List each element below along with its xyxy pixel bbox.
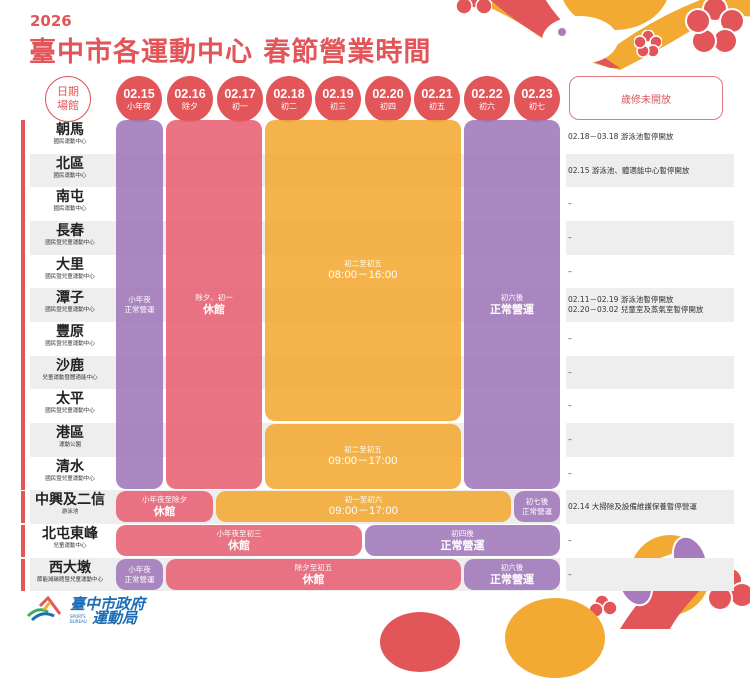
- venue-taiping: 太平 國民暨兒童運動中心: [45, 391, 95, 414]
- venue-gangqu: 港區 運動公園: [56, 425, 84, 448]
- note-zhongxing: 02.14 大掃除及設備維護保養暫停營運: [568, 502, 697, 511]
- note-taiping: –: [568, 401, 572, 410]
- block-closed: 除夕、初一 休館: [166, 120, 262, 489]
- venue-nantun: 南屯 國民運動中心: [53, 189, 87, 212]
- date-header-0223: 02.23 初七: [514, 76, 560, 122]
- logo-text-line2: 運動局: [92, 609, 138, 627]
- note-bg: [566, 524, 734, 558]
- decor-red-half-circle: [380, 612, 460, 672]
- date-header-0216: 02.16 除夕: [167, 76, 213, 122]
- block-xidadun-after: 初六後 正常營運: [464, 559, 560, 590]
- decor-flower-left-icon: [455, 0, 493, 22]
- venue-xidadun: 西大墩 節能減碳館暨兒童運動中心: [36, 560, 103, 583]
- date-header-0222: 02.22 初六: [464, 76, 510, 122]
- block-xidadun-closed: 除夕至初五 休館: [166, 559, 461, 590]
- note-bg: [566, 558, 734, 591]
- note-bg: [566, 322, 734, 356]
- date-header-0218: 02.18 初二: [266, 76, 312, 122]
- date-header-0221: 02.21 初五: [414, 76, 460, 122]
- note-qingshui: –: [568, 468, 572, 478]
- note-bg: [566, 356, 734, 389]
- venue-qingshui: 清水 國民暨兒童運動中心: [45, 459, 95, 482]
- venue-shalu: 沙鹿 兒童運動暨體適能中心: [42, 358, 98, 381]
- note-dali: –: [568, 266, 572, 276]
- note-bg: [566, 288, 734, 322]
- note-shalu: –: [568, 367, 572, 377]
- block-beitun-after: 初四後 正常營運: [365, 525, 560, 556]
- date-header-0219: 02.19 初三: [315, 76, 361, 122]
- maintenance-header: 歲修未開放: [569, 76, 723, 120]
- corner-label-venue: 場館: [57, 99, 79, 112]
- block-xidadun-eve: 小年夜 正常營運: [116, 559, 163, 590]
- group-bar-b: [21, 424, 25, 490]
- group-bar-a: [21, 120, 25, 456]
- note-bg: [566, 221, 734, 255]
- date-venue-corner-label: 日期 場館: [45, 76, 91, 122]
- venue-beiqu: 北區 國民運動中心: [53, 156, 87, 179]
- date-header-0217: 02.17 初一: [217, 76, 263, 122]
- page-title: 臺中市各運動中心 春節營業時間: [29, 37, 432, 68]
- block-hours-0800-1600: 初二至初五 08:00－16:00: [265, 120, 461, 421]
- note-changchun: –: [568, 233, 572, 242]
- venue-beitun-dongfeng: 北屯東峰 兒童運動中心: [42, 526, 98, 549]
- note-tanzi-line1: 02.11－02.19 游泳池暫停開放: [568, 295, 674, 304]
- block-zhongxing-closed: 小年夜至除夕 休館: [116, 491, 213, 522]
- block-beitun-closed: 小年夜至初三 休館: [116, 525, 362, 556]
- decor-ribbon-top: [470, 0, 750, 80]
- venue-chaoma: 朝馬 國民運動中心: [53, 122, 87, 145]
- note-bg: [566, 490, 734, 524]
- note-beitun: –: [568, 536, 572, 545]
- venue-zhongxing-erxin: 中興及二信 游泳池: [35, 492, 105, 515]
- group-bar-c: [21, 491, 25, 523]
- note-fengyuan: –: [568, 334, 572, 343]
- block-zhongxing-after: 初七後 正常營運: [514, 491, 560, 522]
- note-bg: [566, 255, 734, 288]
- block-eve-normal: 小年夜 正常營運: [116, 120, 163, 489]
- note-bg: [566, 187, 734, 221]
- note-gangqu: –: [568, 435, 572, 444]
- block-zhongxing-hours: 初一至初六 09:00－17:00: [216, 491, 511, 522]
- venue-fengyuan: 豐原 國民暨兒童運動中心: [45, 324, 95, 347]
- note-xidadun: –: [568, 569, 572, 579]
- note-tanzi-line2: 02.20－03.02 兒童室及蒸氣室暫停開放: [568, 305, 704, 314]
- group-bar-e: [21, 559, 25, 591]
- logo-text-small: SPORTS BUREAU: [70, 614, 87, 624]
- decor-orange-half-circle: [505, 598, 605, 678]
- logo-text-line1: 臺中市政府: [70, 595, 146, 613]
- note-nantun: –: [568, 199, 572, 208]
- year-label: 2026: [30, 12, 72, 30]
- block-hours-0900-1700: 初二至初五 09:00－17:00: [265, 424, 461, 489]
- note-bg: [566, 389, 734, 423]
- sports-bureau-logo-icon: [26, 595, 68, 624]
- group-bar-d: [21, 525, 25, 557]
- note-bg: [566, 423, 734, 457]
- decor-flower-icon: [680, 0, 750, 55]
- venue-tanzi: 潭子 國民暨兒童運動中心: [45, 290, 95, 313]
- note-tanzi: 02.11－02.19 游泳池暫停開放 02.20－03.02 兒童室及蒸氣室暫…: [568, 288, 703, 322]
- note-bg: [566, 154, 734, 187]
- note-beiqu: 02.15 游泳池、體適能中心暫停開放: [568, 165, 690, 175]
- note-chaoma: 02.18－03.18 游泳池暫停開放: [568, 132, 674, 141]
- date-header-0220: 02.20 初四: [365, 76, 411, 122]
- date-header-0215: 02.15 小年夜: [116, 76, 162, 122]
- venue-dali: 大里 國民暨兒童運動中心: [45, 257, 95, 280]
- decor-flower-small-icon: [633, 29, 663, 58]
- block-after-normal: 初六後 正常營運: [464, 120, 560, 489]
- note-bg: [566, 457, 734, 490]
- venue-changchun: 長春 國民暨兒童運動中心: [45, 223, 95, 246]
- corner-label-date: 日期: [57, 85, 79, 98]
